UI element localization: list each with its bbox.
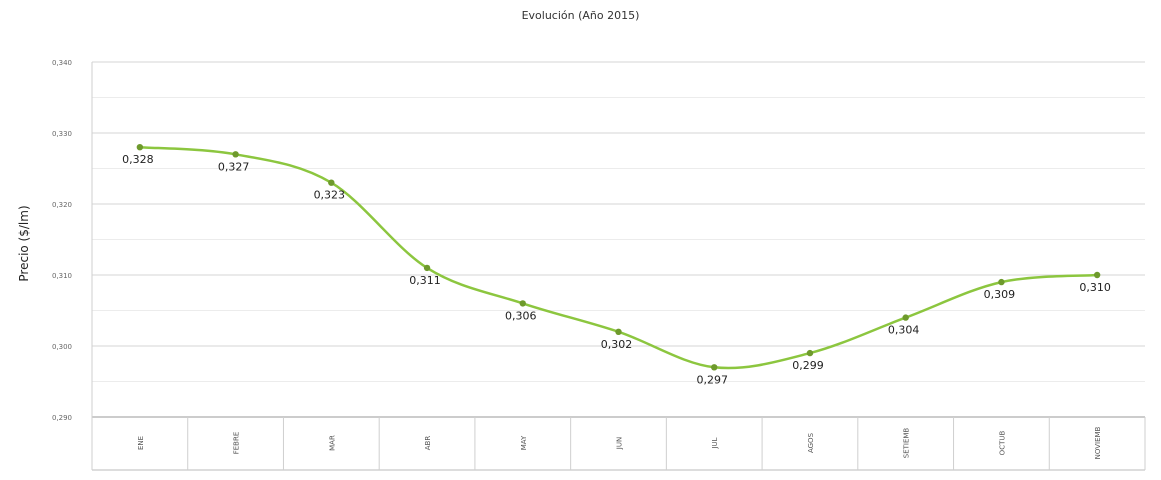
chart-title: Evolución (Año 2015): [521, 9, 640, 22]
data-point: [1093, 271, 1101, 279]
y-tick-label: 0,310: [52, 272, 72, 280]
data-label: 0,299: [792, 359, 824, 372]
category-label: SETIEMB: [903, 428, 911, 459]
data-label: 0,310: [1079, 281, 1111, 294]
category-label: AGOS: [807, 432, 815, 453]
y-tick-label: 0,300: [52, 343, 72, 351]
data-label: 0,309: [984, 288, 1016, 301]
y-tick-label: 0,290: [52, 414, 72, 422]
data-point: [136, 144, 144, 151]
data-point: [615, 328, 622, 335]
y-tick-label: 0,330: [52, 130, 72, 138]
data-point: [328, 179, 335, 186]
category-label: NOVIEMB: [1094, 426, 1102, 459]
category-label: FEBRE: [233, 432, 241, 455]
data-label: 0,297: [696, 373, 728, 386]
data-label: 0,323: [314, 189, 346, 202]
data-point: [806, 349, 814, 357]
data-point: [423, 264, 431, 272]
data-label: 0,306: [505, 309, 537, 322]
y-tick-label: 0,340: [52, 59, 72, 67]
category-label: OCTUB: [998, 431, 1006, 456]
y-tick-label: 0,320: [52, 201, 72, 209]
data-label: 0,304: [888, 324, 920, 337]
data-label: 0,327: [218, 160, 250, 173]
category-label: MAY: [520, 435, 528, 450]
category-label: ENE: [137, 436, 145, 450]
data-label: 0,302: [601, 338, 633, 351]
data-point: [902, 314, 909, 321]
category-label: JUN: [616, 437, 624, 450]
data-point: [998, 278, 1005, 286]
category-label: JUL: [711, 437, 719, 449]
data-point: [519, 300, 526, 307]
y-axis-title: Precio ($/lm): [17, 205, 31, 281]
category-label: ABR: [424, 436, 432, 451]
category-label: MAR: [328, 435, 336, 451]
data-label: 0,328: [122, 153, 154, 166]
data-point: [232, 151, 239, 158]
data-label: 0,311: [409, 274, 441, 287]
data-point: [711, 364, 718, 371]
